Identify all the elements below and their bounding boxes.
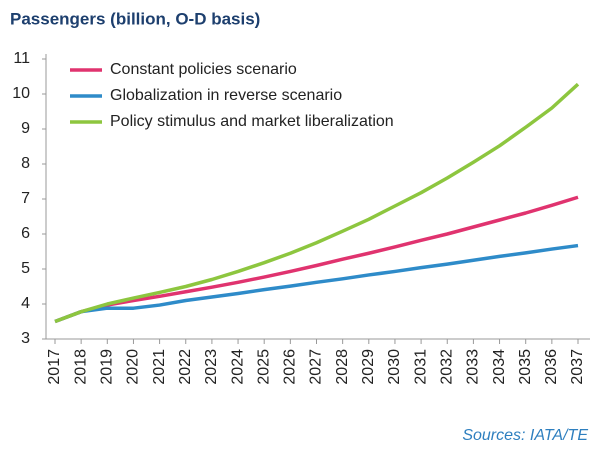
y-tick-label: 8 [21, 155, 30, 172]
y-tick-label: 3 [21, 330, 30, 347]
y-tick-label: 11 [13, 50, 30, 67]
x-tick-label: 2033 [465, 349, 482, 385]
x-tick-label: 2027 [308, 349, 325, 385]
line-series [54, 82, 580, 324]
x-tick-label: 2017 [46, 349, 63, 385]
y-tick-label: 9 [21, 120, 30, 137]
y-tick-label: 10 [12, 85, 30, 102]
chart-title: Passengers (billion, O-D basis) [10, 9, 260, 28]
line-series [54, 195, 579, 324]
legend-label: Policy stimulus and market liberalizatio… [110, 113, 394, 130]
x-tick-label: 2023 [203, 349, 220, 385]
x-tick-label: 2022 [177, 349, 194, 385]
x-tick-label: 2024 [229, 349, 246, 385]
x-tick-label: 2035 [517, 349, 534, 385]
legend-label: Constant policies scenario [110, 61, 297, 78]
x-tick-label: 2021 [151, 349, 168, 385]
x-tick-label: 2031 [412, 349, 429, 385]
y-tick-label: 5 [21, 260, 30, 277]
y-tick-label: 4 [21, 295, 30, 312]
source: Sources: IATA/TE [462, 427, 588, 444]
x-tick-label: 2026 [282, 349, 299, 385]
y-tick-label: 6 [21, 225, 30, 242]
x-tick-label: 2037 [569, 349, 586, 385]
x-tick-label: 2028 [334, 349, 351, 385]
x-tick-label: 2019 [99, 349, 116, 385]
line-series [54, 243, 579, 324]
legend-label: Globalization in reverse scenario [110, 87, 342, 104]
x-tick-label: 2030 [386, 349, 403, 385]
x-tick-label: 2034 [491, 349, 508, 385]
x-tick-label: 2025 [255, 349, 272, 385]
x-tick-label: 2018 [72, 349, 89, 385]
x-tick-label: 2020 [125, 349, 142, 385]
x-tick-label: 2036 [543, 349, 560, 385]
y-tick-label: 7 [21, 190, 30, 207]
x-tick-label: 2029 [360, 349, 377, 385]
x-tick-label: 2032 [438, 349, 455, 385]
